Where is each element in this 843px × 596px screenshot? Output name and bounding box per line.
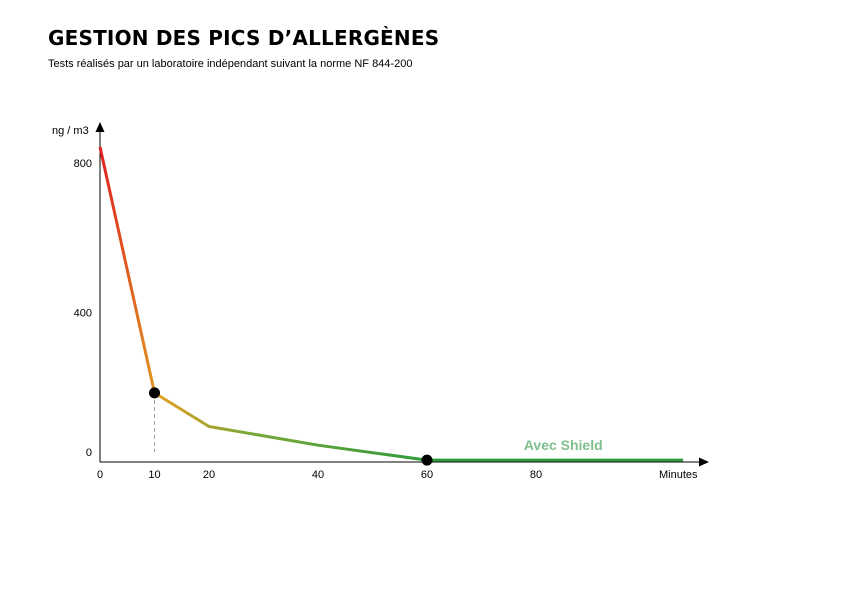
data-markers: [149, 387, 433, 466]
page-subtitle: Tests réalisés par un laboratoire indépe…: [48, 58, 413, 70]
y-axis-arrow: [95, 122, 105, 132]
x-axis-label: Minutes: [659, 469, 698, 481]
x-tick-label-0: 0: [97, 469, 103, 481]
x-axis-arrow: [699, 457, 709, 467]
y-tick-label-0: 0: [86, 447, 92, 459]
page-title: GESTION DES PICS D’ALLERGÈNES: [48, 26, 440, 50]
x-tick-label-40: 40: [312, 469, 324, 481]
marker-point-0: [149, 387, 160, 399]
y-axis-label: ng / m3: [52, 125, 89, 137]
series-line: [98, 146, 684, 462]
y-tick-label-400: 400: [74, 308, 92, 320]
annotations: Avec Shield: [524, 437, 603, 453]
x-tick-label-80: 80: [530, 469, 542, 481]
marker-point-1: [421, 454, 433, 466]
y-tick-labels: 0 400 800: [74, 158, 92, 459]
annotation-label-0: Avec Shield: [524, 437, 603, 453]
x-tick-label-60: 60: [421, 469, 433, 481]
x-tick-label-10: 10: [148, 469, 160, 481]
x-tick-label-20: 20: [203, 469, 215, 481]
y-tick-label-800: 800: [74, 158, 92, 170]
x-tick-labels: 0 10 20 40 60 80: [97, 469, 542, 481]
